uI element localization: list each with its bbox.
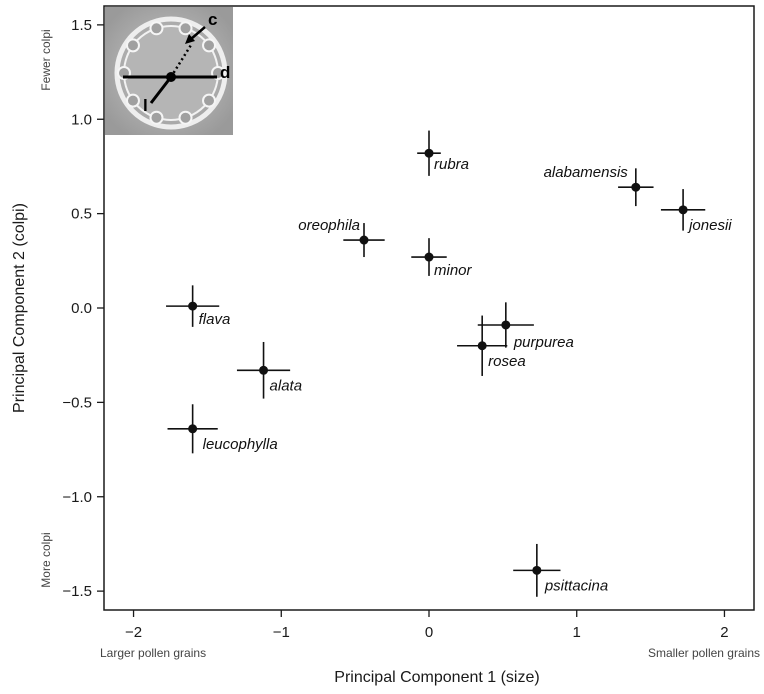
c-arrow-line bbox=[190, 26, 206, 40]
point-alabamensis: alabamensis bbox=[544, 164, 654, 207]
point-label: oreophila bbox=[298, 217, 360, 234]
colpus-length-line bbox=[169, 44, 193, 78]
c-arrow-head bbox=[185, 34, 195, 44]
x-tick-label: −1 bbox=[273, 624, 290, 641]
y-axis-title: Principal Component 2 (colpi) bbox=[11, 203, 28, 413]
colpus-mark bbox=[125, 93, 140, 108]
point-rubra: rubra bbox=[417, 130, 469, 176]
point-oreophila: oreophila bbox=[298, 217, 385, 258]
x-tick-label: −2 bbox=[125, 624, 142, 641]
point-label: rubra bbox=[434, 156, 469, 173]
y-tick-label: 1.0 bbox=[71, 111, 92, 128]
point-label: rosea bbox=[488, 353, 526, 370]
point-marker bbox=[424, 148, 434, 158]
x-direction-label-larger: Larger pollen grains bbox=[100, 646, 206, 660]
point-marker bbox=[678, 205, 688, 215]
point-purpurea: purpurea bbox=[477, 302, 574, 351]
x-tick-label: 2 bbox=[720, 624, 728, 641]
point-label: purpurea bbox=[513, 334, 574, 351]
point-label: flava bbox=[199, 311, 231, 328]
point-label: minor bbox=[434, 262, 473, 279]
point-label: alabamensis bbox=[544, 164, 629, 181]
x-direction-label-smaller: Smaller pollen grains bbox=[648, 646, 760, 660]
point-marker bbox=[359, 235, 369, 245]
data-points: rubra alabamensis jonesii oreophila minor fla… bbox=[166, 130, 732, 597]
colpus-mark bbox=[125, 38, 140, 53]
point-label: jonesii bbox=[687, 217, 732, 234]
y-tick-label: 0.5 bbox=[71, 206, 92, 223]
point-jonesii: jonesii bbox=[660, 189, 732, 234]
y-tick-label: −0.5 bbox=[62, 394, 92, 411]
colpus-mark bbox=[178, 110, 193, 125]
point-minor: minor bbox=[411, 238, 473, 279]
point-marker bbox=[477, 341, 487, 351]
x-tick-label: 1 bbox=[573, 624, 581, 641]
point-rosea: rosea bbox=[457, 315, 526, 376]
inset-letter-c: c bbox=[208, 10, 217, 29]
colpus-mark bbox=[149, 110, 164, 125]
y-direction-label-more: More colpi bbox=[39, 532, 53, 587]
point-marker bbox=[424, 252, 434, 262]
colpus-mark bbox=[202, 93, 217, 108]
grain-center-dot bbox=[166, 72, 176, 82]
y-direction-label-fewer: Fewer colpi bbox=[39, 29, 53, 90]
point-label: psittacina bbox=[544, 577, 608, 594]
colpus-mark bbox=[202, 38, 217, 53]
y-tick-label: −1.0 bbox=[62, 489, 92, 506]
point-flava: flava bbox=[166, 285, 230, 328]
y-tick-label: 1.5 bbox=[71, 17, 92, 34]
point-marker bbox=[532, 565, 542, 575]
colpus-mark bbox=[149, 21, 164, 36]
point-marker bbox=[188, 424, 198, 434]
pollen-grain-inset: c d l bbox=[105, 7, 233, 135]
point-psittacina: psittacina bbox=[513, 543, 608, 597]
x-tick-label: 0 bbox=[425, 624, 433, 641]
point-marker bbox=[501, 320, 511, 330]
y-tick-label: 0.0 bbox=[71, 300, 92, 317]
point-alata: alata bbox=[236, 341, 303, 399]
inset-letter-l: l bbox=[143, 96, 148, 115]
point-marker bbox=[631, 182, 641, 192]
inset-letter-d: d bbox=[220, 63, 230, 82]
point-leucophylla: leucophylla bbox=[167, 404, 278, 454]
point-label: leucophylla bbox=[203, 436, 278, 453]
colpus-mark bbox=[178, 21, 193, 36]
y-tick-label: −1.5 bbox=[62, 583, 92, 600]
x-axis-title: Principal Component 1 (size) bbox=[334, 669, 539, 686]
x-axis: −2 −1 0 1 2 bbox=[125, 610, 729, 641]
l-line bbox=[149, 76, 173, 104]
point-label: alata bbox=[270, 377, 303, 394]
y-axis: −1.5 −1.0 −0.5 0.0 0.5 1.0 1.5 bbox=[62, 17, 104, 600]
point-marker bbox=[188, 301, 198, 311]
point-marker bbox=[259, 365, 269, 375]
